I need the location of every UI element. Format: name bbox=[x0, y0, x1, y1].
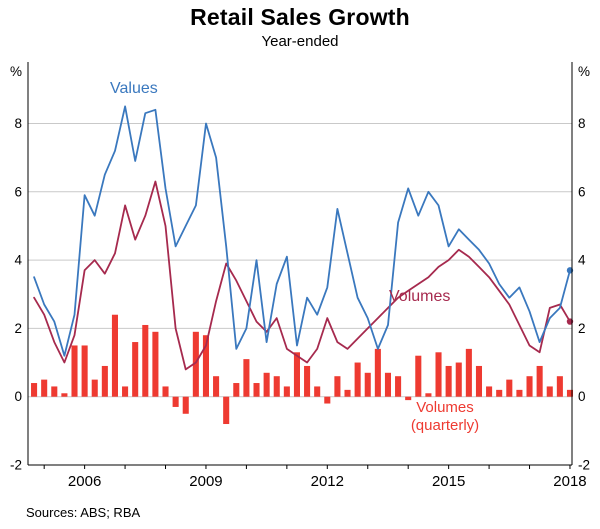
chart-title: Retail Sales Growth bbox=[190, 4, 410, 30]
quarterly-bar bbox=[506, 379, 513, 397]
quarterly-bar bbox=[81, 345, 88, 397]
x-tick-label: 2015 bbox=[432, 473, 465, 490]
y-tick-label-left: 2 bbox=[14, 321, 22, 336]
quarterly-bar bbox=[101, 365, 108, 397]
y-tick-label-right: 0 bbox=[578, 389, 586, 404]
quarterly-bar bbox=[162, 386, 169, 397]
x-tick-label: 2009 bbox=[189, 473, 222, 490]
quarterly-bar bbox=[384, 372, 392, 397]
x-tick-label: 2006 bbox=[68, 473, 101, 490]
quarterly-bar bbox=[172, 396, 179, 407]
quarterly-bar bbox=[61, 393, 68, 397]
quarterly-bar bbox=[425, 393, 432, 397]
x-tick-label: 2012 bbox=[311, 473, 344, 490]
quarterly-bar bbox=[41, 379, 48, 397]
quarterly-bar bbox=[395, 376, 402, 397]
quarterly-bar bbox=[405, 396, 412, 401]
quarterly-bar bbox=[202, 335, 209, 397]
quarterly-bar bbox=[122, 386, 129, 397]
percent-label-left: % bbox=[10, 64, 22, 79]
quarterly-bar bbox=[283, 386, 290, 397]
quarterly-bar bbox=[213, 376, 220, 397]
quarterly-bar bbox=[334, 376, 341, 397]
quarterly-bar bbox=[31, 383, 38, 397]
quarterly-bar bbox=[293, 352, 300, 397]
quarterly-bar bbox=[526, 376, 533, 397]
quarterly-bar bbox=[496, 389, 503, 397]
volumes-line bbox=[33, 180, 571, 371]
x-tick-label: 2018 bbox=[553, 473, 586, 490]
quarterly-bar bbox=[435, 352, 442, 397]
quarterly-bar bbox=[536, 365, 543, 397]
quarterly-bar bbox=[354, 362, 361, 397]
chart-subtitle: Year-ended bbox=[261, 33, 339, 50]
y-tick-label-left: 8 bbox=[14, 116, 22, 131]
quarterly-bar bbox=[182, 396, 189, 414]
quarterly-bar bbox=[566, 389, 574, 397]
quarterly-bar bbox=[233, 383, 240, 397]
percent-label-right: % bbox=[578, 64, 590, 79]
volumes-quarterly-label-line1: Volumes bbox=[416, 399, 474, 416]
quarterly-bar bbox=[486, 386, 493, 397]
quarterly-bar bbox=[71, 345, 78, 397]
y-tick-label-right: 2 bbox=[578, 321, 586, 336]
quarterly-bar bbox=[324, 396, 331, 404]
quarterly-bar bbox=[364, 372, 371, 397]
y-tick-label-left: 6 bbox=[14, 184, 22, 199]
quarterly-bar bbox=[374, 348, 381, 397]
quarterly-bar bbox=[51, 386, 58, 397]
quarterly-bar bbox=[243, 359, 250, 397]
quarterly-bar bbox=[445, 365, 452, 397]
quarterly-bar bbox=[455, 362, 462, 397]
y-tick-label-left: 0 bbox=[14, 389, 22, 404]
values-line bbox=[33, 105, 571, 357]
quarterly-bar bbox=[132, 342, 139, 397]
y-tick-label-left: 4 bbox=[14, 253, 22, 268]
quarterly-bar bbox=[253, 383, 260, 397]
volumes-quarterly-label-line2: (quarterly) bbox=[410, 417, 480, 434]
y-tick-label-right: 4 bbox=[578, 253, 586, 268]
volumes-series-label: Volumes bbox=[389, 288, 451, 305]
quarterly-bar bbox=[344, 389, 351, 397]
quarterly-bar bbox=[142, 324, 149, 397]
quarterly-bar bbox=[556, 376, 563, 397]
quarterly-bar bbox=[475, 365, 483, 397]
quarterly-bar bbox=[304, 365, 311, 397]
quarterly-bar bbox=[273, 376, 280, 397]
y-tick-label-left: -2 bbox=[10, 458, 22, 473]
quarterly-bar bbox=[314, 386, 321, 397]
quarterly-bar bbox=[516, 389, 523, 397]
y-tick-label-right: 8 bbox=[578, 116, 586, 131]
quarterly-bar bbox=[91, 379, 98, 397]
quarterly-bar bbox=[111, 314, 118, 397]
source-note: Sources: ABS; RBA bbox=[26, 505, 141, 520]
quarterly-bar bbox=[546, 386, 553, 397]
volumes-quarterly-series-label: Volumes (quarterly) bbox=[393, 399, 497, 435]
quarterly-bar bbox=[263, 372, 270, 397]
quarterly-bar bbox=[192, 331, 199, 397]
quarterly-bar bbox=[152, 331, 159, 397]
quarterly-bar bbox=[415, 355, 422, 397]
values-series-label: Values bbox=[110, 80, 158, 97]
quarterly-bar bbox=[223, 396, 230, 425]
y-tick-label-right: 6 bbox=[578, 184, 586, 199]
quarterly-bar bbox=[465, 348, 472, 397]
y-tick-label-right: -2 bbox=[578, 458, 590, 473]
